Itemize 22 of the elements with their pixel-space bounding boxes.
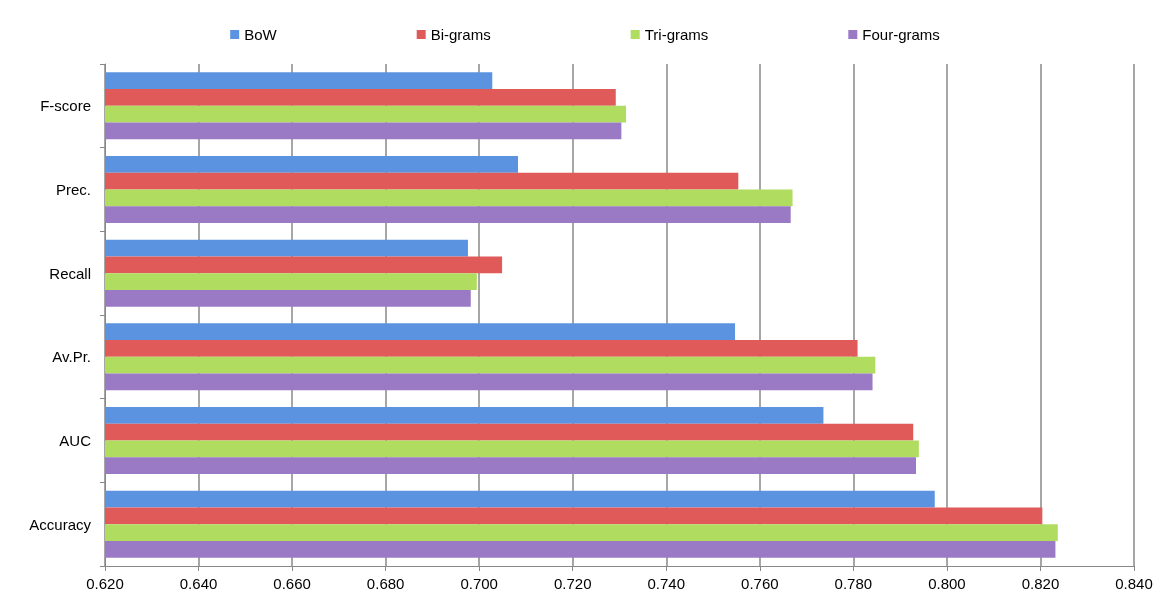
x-tick-label: 0.620 [86, 575, 124, 592]
legend-label: Tri-grams [644, 26, 709, 43]
x-tick-label: 0.720 [553, 575, 592, 592]
x-tick-label: 0.700 [460, 575, 498, 592]
y-tick-label: AUC [59, 432, 92, 449]
y-tick-label: F-score [40, 97, 91, 115]
legend-label: BoW [244, 26, 278, 43]
x-tick-label: 0.800 [928, 575, 966, 592]
y-tick-label: Accuracy [29, 515, 92, 533]
legend-label: Bi-grams [430, 26, 491, 43]
y-tick-label: Prec. [55, 181, 91, 198]
x-tick-label: 0.760 [741, 575, 779, 592]
legend-label: Four-grams [862, 26, 940, 43]
x-tick-label: 0.660 [273, 575, 311, 592]
x-tick-label: 0.780 [834, 575, 873, 592]
y-tick-label: Recall [49, 264, 91, 282]
y-tick-label: Av.Pr. [52, 348, 91, 366]
x-tick-label: 0.840 [1115, 575, 1153, 592]
x-tick-label: 0.740 [647, 575, 686, 592]
x-tick-label: 0.820 [1021, 575, 1060, 592]
x-tick-label: 0.640 [179, 575, 218, 592]
x-tick-label: 0.680 [366, 575, 405, 592]
